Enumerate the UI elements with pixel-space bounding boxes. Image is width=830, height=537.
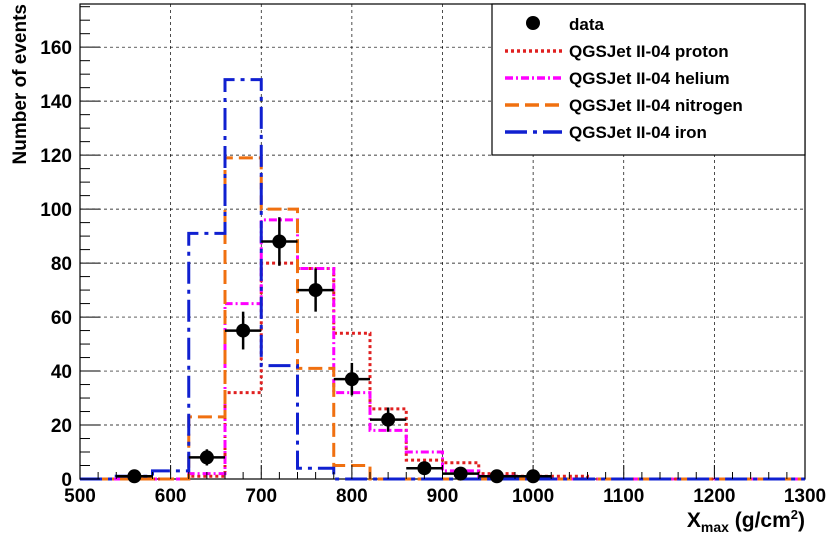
x-tick-label: 800 <box>336 486 368 507</box>
y-tick-label: 100 <box>40 200 72 221</box>
svg-text:QGSJet II-04 iron: QGSJet II-04 iron <box>569 123 707 142</box>
svg-text:Xmax (g/cm2): Xmax (g/cm2) <box>687 507 805 532</box>
data-point <box>333 362 370 396</box>
x-tick-label: 500 <box>64 486 96 507</box>
svg-text:data: data <box>569 15 605 34</box>
x-tick-label: 1300 <box>784 486 826 507</box>
x-tick-label: 1200 <box>693 486 735 507</box>
data-point <box>297 268 334 312</box>
data-point <box>261 217 298 266</box>
series-line-3 <box>80 156 805 481</box>
svg-text:QGSJet II-04 helium: QGSJet II-04 helium <box>569 69 730 88</box>
x-tick-label: 900 <box>427 486 459 507</box>
y-tick-label: 40 <box>51 362 72 383</box>
y-tick-label: 140 <box>40 92 72 113</box>
data-points <box>116 217 552 484</box>
y-axis-title: Number of events <box>10 4 31 164</box>
legend-entry-3: QGSJet II-04 nitrogen <box>505 96 743 115</box>
x-tick-label: 1000 <box>512 486 554 507</box>
y-tick-label: 160 <box>40 38 72 59</box>
x-axis-title: Xmax (g/cm2) <box>687 507 805 535</box>
svg-text:QGSJet II-04 nitrogen: QGSJet II-04 nitrogen <box>569 96 743 115</box>
svg-text:QGSJet II-04 proton: QGSJet II-04 proton <box>569 42 729 61</box>
legend: data QGSJet II-04 proton QGSJet II-04 heli… <box>491 3 806 156</box>
y-tick-label: 120 <box>40 146 72 167</box>
y-tick-label: 80 <box>51 254 72 275</box>
data-point <box>188 449 225 466</box>
y-tick-label: 60 <box>51 308 72 329</box>
x-tick-label: 700 <box>245 486 277 507</box>
data-point <box>225 311 262 350</box>
data-point <box>406 461 443 476</box>
data-point <box>370 407 407 432</box>
legend-entry-data: data <box>526 15 605 34</box>
y-tick-label: 0 <box>61 470 72 491</box>
legend-entry-2: QGSJet II-04 helium <box>505 69 730 88</box>
legend-entry-1: QGSJet II-04 proton <box>505 42 729 61</box>
x-tick-label: 1100 <box>603 486 644 507</box>
y-tick-label: 20 <box>51 416 72 437</box>
axes: 500 600 700 800 900 1000 1100 1200 1300 0 20 40 60 80… <box>40 6 826 507</box>
x-tick-label: 600 <box>155 486 187 507</box>
legend-entry-4: QGSJet II-04 iron <box>505 123 707 142</box>
